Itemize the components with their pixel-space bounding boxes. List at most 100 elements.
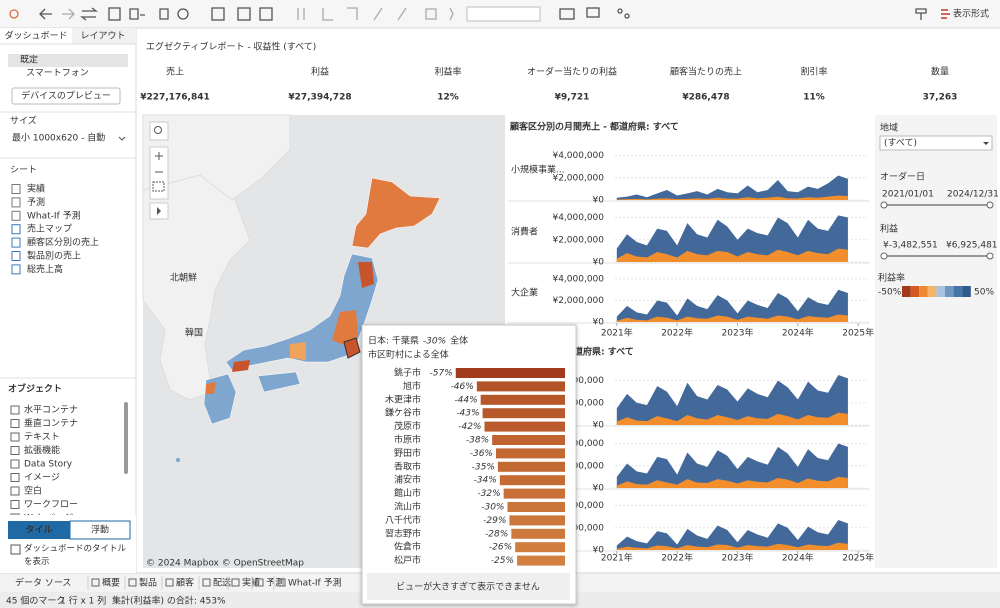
tab-icon bbox=[91, 578, 100, 587]
tooltip-button[interactable]: ビューが大きすぎて表示できません bbox=[396, 581, 540, 593]
float-button-box[interactable] bbox=[69, 520, 131, 540]
logo[interactable] bbox=[9, 9, 19, 19]
size-dropdown-arrow[interactable] bbox=[118, 136, 126, 141]
sheet-item[interactable]: 売上マップ bbox=[27, 223, 72, 235]
sheet-tab[interactable]: What-If 予測 bbox=[288, 577, 342, 589]
sheet-item[interactable]: 実績 bbox=[27, 183, 45, 195]
area bbox=[616, 412, 848, 425]
region-dropdown[interactable] bbox=[879, 135, 993, 151]
preview-button-box[interactable] bbox=[11, 87, 121, 105]
sheet-tab[interactable]: 概要 bbox=[102, 577, 120, 589]
filter-value: ¥-3,482,551 bbox=[883, 241, 938, 251]
filter-label: 利益率 bbox=[878, 272, 905, 284]
new-sheet[interactable] bbox=[211, 7, 225, 21]
map-search[interactable] bbox=[149, 121, 169, 141]
row-label: 大企業 bbox=[511, 287, 538, 299]
tooltip-bar bbox=[503, 488, 565, 499]
presentation[interactable] bbox=[586, 7, 600, 18]
tab-icon bbox=[277, 578, 286, 587]
mode-button: 浮動 bbox=[91, 524, 109, 536]
undo[interactable] bbox=[39, 8, 52, 20]
share[interactable] bbox=[617, 8, 623, 14]
slider-handle[interactable] bbox=[880, 201, 888, 209]
kpi-label: 利益 bbox=[311, 66, 329, 78]
tooltip-subtitle: 市区町村による全体 bbox=[368, 349, 449, 361]
sheet-item[interactable]: 製品別の売上 bbox=[27, 250, 81, 262]
sheet-tab[interactable]: 製品 bbox=[139, 577, 157, 589]
object-item[interactable]: 水平コンテナ bbox=[24, 404, 78, 416]
tooltip-category: 浦安市 bbox=[394, 474, 421, 486]
object-item[interactable]: テキスト bbox=[24, 432, 60, 443]
redo[interactable] bbox=[62, 8, 75, 20]
slider-handle[interactable] bbox=[986, 201, 994, 209]
lasso[interactable] bbox=[152, 181, 165, 192]
sheet-tab[interactable]: 予測 bbox=[266, 577, 284, 589]
sheet-item[interactable]: 顧客区分別の売上 bbox=[27, 236, 99, 248]
sheet-tab[interactable]: 実績 bbox=[242, 577, 260, 589]
filter-label: 利益 bbox=[880, 223, 898, 235]
tooltip-button-box[interactable] bbox=[367, 573, 570, 600]
kpi-label: 数量 bbox=[931, 66, 949, 78]
filter-value: 2024/12/31 bbox=[947, 190, 999, 200]
tooltip-bar bbox=[484, 421, 565, 432]
refresh[interactable] bbox=[177, 8, 189, 20]
object-item[interactable]: 垂直コンテナ bbox=[24, 417, 78, 429]
toolbar-icons bbox=[9, 6, 950, 22]
filter-panel bbox=[875, 115, 997, 568]
tab-icon bbox=[165, 578, 174, 587]
y-tick-label: ¥0 bbox=[593, 484, 605, 494]
status-text: 45 個のマーク bbox=[6, 595, 65, 607]
sheet-tab[interactable]: 配送 bbox=[213, 577, 231, 589]
showme-icon bbox=[941, 9, 950, 19]
map-label: 韓国 bbox=[185, 327, 203, 339]
datasource[interactable] bbox=[129, 8, 145, 20]
show-cards[interactable] bbox=[559, 8, 575, 20]
title-checkbox[interactable] bbox=[10, 544, 21, 555]
tooltip-bar bbox=[517, 555, 565, 566]
tooltip-bar bbox=[497, 461, 565, 472]
tab-icon bbox=[128, 578, 137, 587]
area bbox=[616, 314, 848, 322]
object-item[interactable]: 空白 bbox=[24, 485, 42, 497]
slider-handle[interactable] bbox=[986, 252, 994, 260]
x-tick-label: 2025年 bbox=[842, 327, 874, 339]
object-item[interactable]: Data Story bbox=[24, 460, 73, 470]
area bbox=[616, 542, 848, 550]
scrollbar[interactable] bbox=[124, 402, 128, 474]
sort-icons[interactable] bbox=[297, 7, 358, 21]
object-icon bbox=[10, 419, 20, 428]
object-icon bbox=[10, 500, 20, 509]
tile-button-box[interactable] bbox=[8, 521, 70, 539]
sheet-item[interactable]: What-If 予測 bbox=[27, 209, 81, 221]
kpi-value: ¥27,394,728 bbox=[288, 93, 351, 103]
sheet-tab[interactable]: 顧客 bbox=[176, 577, 194, 589]
pref-yamaguchi bbox=[232, 360, 250, 372]
format-icons[interactable] bbox=[373, 7, 454, 21]
tooltip-category: 佐倉市 bbox=[394, 541, 421, 553]
tooltip-category: 木更津市 bbox=[385, 393, 421, 405]
title-checkbox-label[interactable]: ダッシュボードのタイトルを表示 bbox=[24, 544, 127, 567]
slider-handle[interactable] bbox=[880, 252, 888, 260]
tab-icon bbox=[231, 578, 240, 587]
legend-max: 50% bbox=[974, 288, 994, 298]
object-item[interactable]: 拡張機能 bbox=[24, 444, 60, 456]
new-ds[interactable] bbox=[159, 8, 169, 20]
pref-chiba bbox=[343, 337, 361, 359]
clear-sheet[interactable] bbox=[259, 7, 273, 21]
object-item[interactable]: イメージ bbox=[24, 473, 60, 483]
dup-sheet[interactable] bbox=[237, 7, 251, 21]
tooltip-category: 旭市 bbox=[403, 380, 421, 392]
area bbox=[616, 215, 848, 262]
kpi-label: オーダー当たりの利益 bbox=[527, 66, 617, 78]
swap[interactable] bbox=[80, 7, 98, 21]
tooltip-value-label: -29% bbox=[483, 516, 506, 526]
sheet-item[interactable]: 総売上高 bbox=[27, 263, 63, 275]
tooltip-category: 香取市 bbox=[394, 460, 421, 472]
sheet-item[interactable]: 予測 bbox=[27, 196, 45, 208]
y-tick-label: ¥2,000,000 bbox=[552, 296, 604, 306]
object-item[interactable]: ワークフロー bbox=[24, 499, 78, 510]
fit-dropdown[interactable] bbox=[466, 6, 541, 22]
sheet-tab[interactable]: データ ソース bbox=[15, 577, 71, 589]
save[interactable] bbox=[108, 7, 121, 21]
